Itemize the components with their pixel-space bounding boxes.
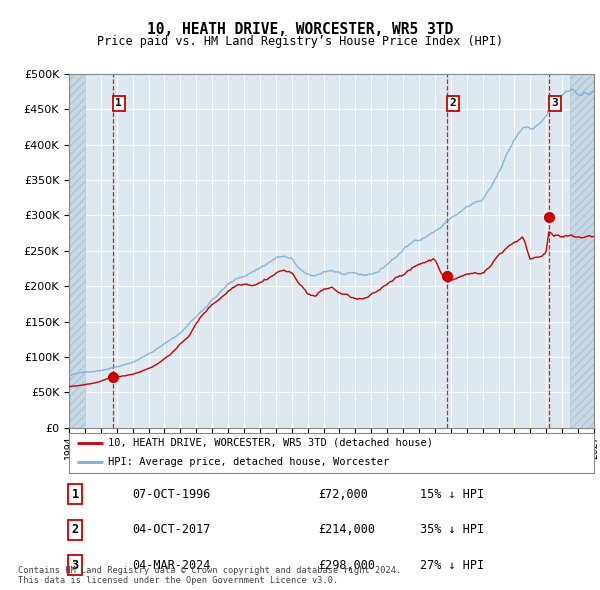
Text: 2: 2	[71, 523, 79, 536]
Text: £214,000: £214,000	[318, 523, 375, 536]
Bar	[69, 74, 85, 428]
Text: 10, HEATH DRIVE, WORCESTER, WR5 3TD (detached house): 10, HEATH DRIVE, WORCESTER, WR5 3TD (det…	[109, 438, 433, 448]
Text: 3: 3	[71, 559, 79, 572]
Bar	[570, 74, 594, 428]
Text: 10, HEATH DRIVE, WORCESTER, WR5 3TD: 10, HEATH DRIVE, WORCESTER, WR5 3TD	[147, 22, 453, 37]
Text: Contains HM Land Registry data © Crown copyright and database right 2024.: Contains HM Land Registry data © Crown c…	[18, 566, 401, 575]
Text: 04-MAR-2024: 04-MAR-2024	[132, 559, 211, 572]
Text: 1: 1	[115, 99, 122, 109]
Text: 1: 1	[71, 488, 79, 501]
Text: Price paid vs. HM Land Registry’s House Price Index (HPI): Price paid vs. HM Land Registry’s House …	[97, 35, 503, 48]
Text: 35% ↓ HPI: 35% ↓ HPI	[420, 523, 484, 536]
Text: 07-OCT-1996: 07-OCT-1996	[132, 488, 211, 501]
Text: 04-OCT-2017: 04-OCT-2017	[132, 523, 211, 536]
Text: £298,000: £298,000	[318, 559, 375, 572]
Text: 15% ↓ HPI: 15% ↓ HPI	[420, 488, 484, 501]
Text: This data is licensed under the Open Government Licence v3.0.: This data is licensed under the Open Gov…	[18, 576, 338, 585]
Text: 27% ↓ HPI: 27% ↓ HPI	[420, 559, 484, 572]
Text: 3: 3	[551, 99, 558, 109]
Text: HPI: Average price, detached house, Worcester: HPI: Average price, detached house, Worc…	[109, 457, 389, 467]
Text: £72,000: £72,000	[318, 488, 368, 501]
Text: 2: 2	[449, 99, 456, 109]
FancyBboxPatch shape	[69, 433, 594, 473]
